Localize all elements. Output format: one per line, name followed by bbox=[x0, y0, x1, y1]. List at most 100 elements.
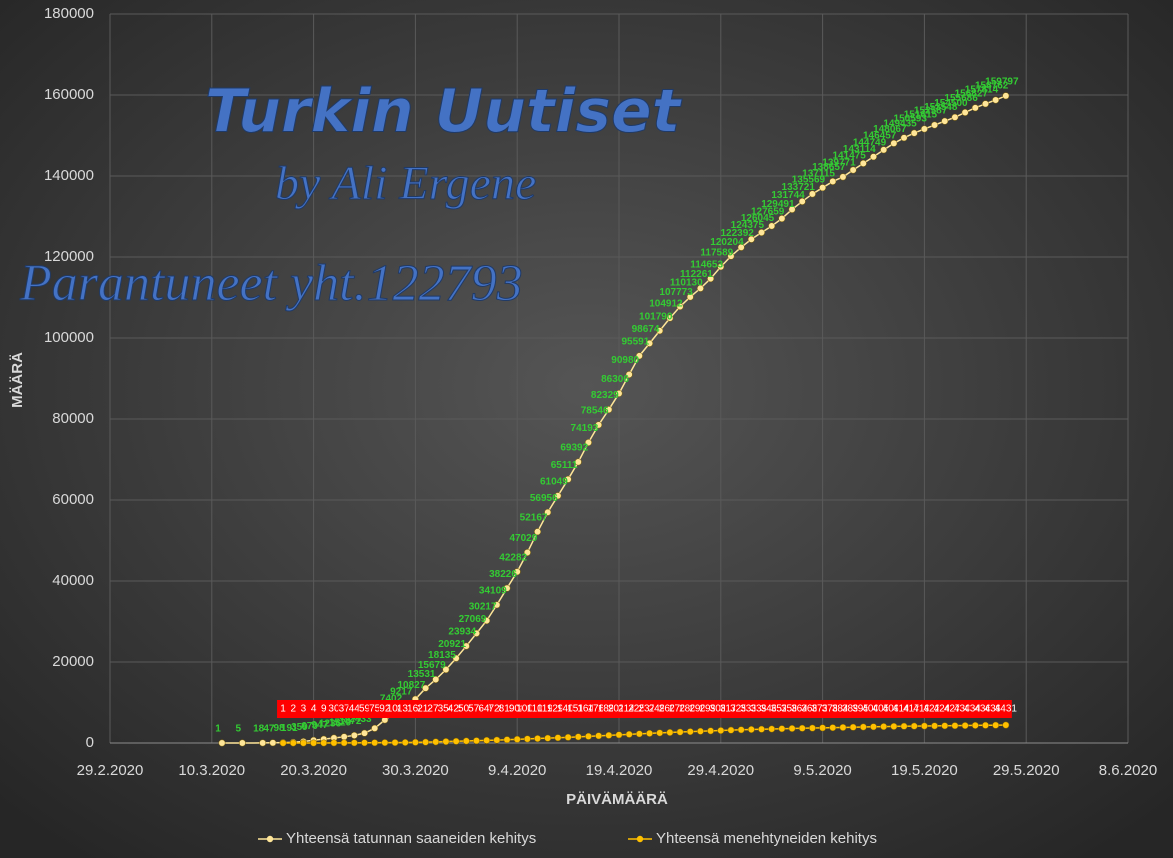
data-label: 3258 bbox=[730, 704, 753, 715]
data-label: 359 bbox=[291, 722, 308, 733]
data-point bbox=[798, 724, 806, 732]
data-label-box bbox=[602, 700, 615, 718]
data-label-box bbox=[867, 700, 880, 718]
data-point bbox=[778, 725, 786, 733]
data-label-box bbox=[643, 700, 656, 718]
data-label: 1296 bbox=[547, 704, 570, 715]
data-label: 2017 bbox=[608, 704, 631, 715]
y-tick-label: 160000 bbox=[44, 86, 94, 103]
data-label: 3584 bbox=[781, 704, 804, 715]
data-point bbox=[859, 159, 867, 167]
data-label: 4276 bbox=[944, 704, 967, 715]
data-label-box bbox=[613, 700, 625, 718]
data-label: 124375 bbox=[731, 220, 765, 231]
data-label-box bbox=[511, 700, 524, 718]
data-label: 425 bbox=[448, 704, 465, 715]
data-point bbox=[574, 733, 582, 741]
data-point bbox=[890, 139, 898, 147]
data-point bbox=[350, 739, 358, 747]
data-point bbox=[615, 731, 623, 739]
y-tick-label: 60000 bbox=[52, 491, 94, 508]
data-label: 649 bbox=[478, 704, 495, 715]
data-point bbox=[350, 731, 358, 739]
data-point bbox=[534, 735, 542, 742]
data-label-box bbox=[898, 700, 911, 718]
x-tick-label: 29.5.2020 bbox=[993, 762, 1060, 779]
data-label: 59 bbox=[359, 704, 371, 715]
data-point bbox=[686, 728, 694, 736]
data-point bbox=[585, 439, 592, 446]
data-label: 4199 bbox=[913, 704, 936, 715]
data-point bbox=[758, 229, 765, 236]
data-label: 1518 bbox=[567, 704, 590, 715]
data-point bbox=[320, 739, 328, 747]
legend: Yhteensä tatunnan saaneiden kehitys Yhtee… bbox=[258, 830, 877, 847]
data-label-box bbox=[938, 700, 951, 718]
data-label: 65111 bbox=[551, 460, 578, 471]
data-point bbox=[646, 339, 653, 347]
legend-label: Yhteensä tatunnan saaneiden kehitys bbox=[286, 830, 536, 847]
data-label: 133721 bbox=[782, 182, 816, 193]
data-label: 7402 bbox=[380, 694, 403, 705]
data-label-box bbox=[755, 700, 768, 718]
data-point bbox=[982, 100, 989, 108]
data-point bbox=[269, 739, 277, 747]
data-label-box bbox=[969, 700, 982, 718]
x-tick-label: 8.6.2020 bbox=[1099, 762, 1157, 779]
data-label-box bbox=[745, 700, 758, 718]
y-tick-label: 0 bbox=[86, 734, 94, 751]
data-label: 3689 bbox=[801, 704, 824, 715]
data-point bbox=[829, 177, 837, 185]
data-point bbox=[961, 722, 969, 730]
data-label: 20921 bbox=[438, 639, 466, 650]
data-label-box bbox=[470, 700, 483, 718]
data-point bbox=[676, 728, 684, 736]
data-label: 3461 bbox=[761, 704, 784, 715]
data-label-box bbox=[317, 700, 330, 718]
data-point bbox=[717, 263, 725, 271]
data-label-box bbox=[999, 700, 1012, 718]
data-label: 3641 bbox=[791, 704, 814, 715]
data-label: 1198 bbox=[537, 704, 559, 715]
data-label: 156827 bbox=[955, 88, 989, 99]
data-label: 108 bbox=[387, 704, 404, 715]
data-label: 135569 bbox=[792, 175, 826, 186]
y-tick-label: 120000 bbox=[44, 248, 94, 265]
data-label: 98674 bbox=[632, 324, 660, 335]
data-label-box bbox=[887, 700, 900, 718]
data-label-box bbox=[918, 700, 931, 718]
x-tick-label: 20.3.2020 bbox=[280, 762, 347, 779]
data-point bbox=[900, 134, 908, 142]
data-label: 126045 bbox=[741, 213, 775, 224]
data-point bbox=[849, 166, 857, 174]
data-label: 152587 bbox=[914, 106, 948, 117]
data-label: 92 bbox=[379, 704, 391, 715]
data-point bbox=[727, 726, 735, 734]
data-label: 5 bbox=[236, 724, 242, 735]
data-point bbox=[391, 739, 399, 747]
data-point bbox=[483, 736, 491, 744]
watermark-author: by Ali Ergene bbox=[275, 157, 536, 210]
data-label: 2140 bbox=[618, 704, 641, 715]
data-label: 4007 bbox=[862, 704, 885, 715]
data-point bbox=[422, 684, 430, 692]
data-point bbox=[635, 730, 643, 738]
data-label: 908 bbox=[509, 704, 526, 715]
data-point bbox=[442, 666, 450, 674]
data-label: 1236 bbox=[319, 719, 342, 730]
data-label: 1769 bbox=[588, 704, 611, 715]
data-point bbox=[839, 173, 847, 181]
data-point bbox=[707, 727, 715, 735]
data-label: 23934 bbox=[448, 627, 476, 638]
data-point bbox=[880, 146, 888, 154]
data-label: 3397 bbox=[750, 704, 773, 715]
data-point bbox=[920, 722, 928, 730]
data-label: 110130 bbox=[670, 278, 703, 289]
data-label-box bbox=[541, 700, 554, 718]
data-label-box bbox=[806, 700, 819, 718]
data-label: 191 bbox=[281, 723, 298, 734]
data-label: 30217 bbox=[469, 601, 497, 612]
data-point bbox=[676, 303, 684, 310]
data-label-box bbox=[765, 700, 778, 718]
data-point bbox=[605, 406, 613, 414]
